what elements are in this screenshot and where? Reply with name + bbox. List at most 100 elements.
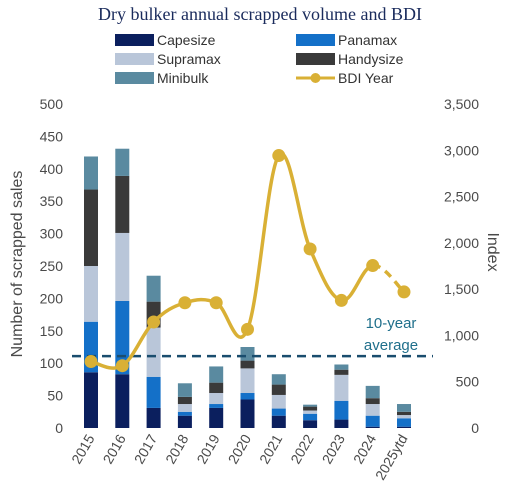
bdi-line-solid <box>89 152 375 370</box>
bar-panamax-2023 <box>334 400 349 420</box>
bdi-point-2016 <box>115 359 129 373</box>
legend-label-bdi: BDI Year <box>338 70 394 86</box>
y2-tick-label: 500 <box>456 374 480 390</box>
bars <box>84 148 411 428</box>
bar-handysize-2021 <box>271 384 286 395</box>
bar-minibulk-2017 <box>146 275 161 302</box>
bar-handysize-2023 <box>334 369 349 375</box>
bar-panamax-2021 <box>271 408 286 416</box>
bar-handysize-2020 <box>240 360 255 369</box>
bar-panamax-2017 <box>146 376 161 408</box>
bar-panamax-2018 <box>177 411 192 416</box>
y2-tick-label: 3,000 <box>444 142 479 158</box>
bdi-line <box>84 149 411 373</box>
bar-capesize-2015 <box>84 372 98 428</box>
bar-minibulk-2023 <box>334 364 349 370</box>
legend-label-handysize: Handysize <box>338 51 404 67</box>
bar-handysize-2018 <box>177 396 192 405</box>
y2-tick-label: 1,000 <box>444 327 479 343</box>
bdi-point-2018 <box>178 296 192 310</box>
legend-marker-bdi <box>310 73 321 83</box>
x-tick-label: 2016 <box>99 431 129 466</box>
y2-tick-label: 0 <box>471 420 479 436</box>
bar-capesize-2018 <box>177 415 192 428</box>
bar-supramax-2023 <box>334 374 349 401</box>
bdi-point-2024 <box>366 259 380 273</box>
bar-capesize-2022 <box>303 420 318 428</box>
y-tick-label: 0 <box>55 420 63 436</box>
bar-panamax-2022 <box>303 413 318 421</box>
legend-label-panamax: Panamax <box>338 32 397 48</box>
x-tick-label: 2020 <box>225 431 255 466</box>
legend-label-minibulk: Minibulk <box>157 70 209 86</box>
bar-supramax-2025ytd <box>397 415 411 419</box>
bar-capesize-2017 <box>146 407 161 428</box>
y2-tick-label: 2,000 <box>444 235 479 251</box>
legend-swatch-panamax <box>296 34 335 46</box>
legend-swatch-capesize <box>115 34 154 46</box>
bar-capesize-2024 <box>365 426 380 428</box>
y-tick-label: 50 <box>47 388 63 404</box>
bar-handysize-2016 <box>115 175 130 233</box>
x-tick-label: 2017 <box>131 431 161 466</box>
bdi-point-2020 <box>241 322 254 336</box>
bdi-point-2021 <box>272 149 286 163</box>
bar-capesize-2021 <box>271 415 286 428</box>
y-tick-label: 200 <box>40 290 64 306</box>
bar-panamax-2024 <box>365 415 380 427</box>
bdi-point-2017 <box>147 315 161 329</box>
y-axis-label: Number of scrapped sales <box>9 171 26 358</box>
reference-label-line2: average <box>364 337 418 354</box>
bar-panamax-2025ytd <box>397 418 411 427</box>
legend-swatch-minibulk <box>115 72 154 84</box>
bar-handysize-2022 <box>303 406 318 411</box>
y2-tick-label: 1,500 <box>444 281 479 297</box>
bar-minibulk-2016 <box>115 148 130 176</box>
bar-supramax-2018 <box>177 404 192 412</box>
x-tick-label: 2015 <box>68 431 98 466</box>
bar-supramax-2022 <box>303 410 318 414</box>
bar-supramax-2021 <box>271 394 286 409</box>
bar-panamax-2020 <box>240 393 255 400</box>
bar-supramax-2024 <box>365 404 380 416</box>
bar-minibulk-2015 <box>84 156 98 190</box>
legend-label-supramax: Supramax <box>157 51 221 67</box>
x-tick-label: 2024 <box>350 431 380 466</box>
bar-handysize-2019 <box>209 382 224 394</box>
bar-minibulk-2021 <box>271 374 286 385</box>
bar-minibulk-2018 <box>177 383 192 397</box>
y-tick-label: 250 <box>40 258 64 274</box>
bar-capesize-2023 <box>334 419 349 428</box>
y-tick-label: 350 <box>40 193 64 209</box>
bar-supramax-2015 <box>84 266 98 322</box>
x-tick-label: 2022 <box>287 431 317 466</box>
y-tick-label: 300 <box>40 226 64 242</box>
legend-swatch-handysize <box>296 53 335 65</box>
bar-minibulk-2022 <box>303 404 318 407</box>
bar-supramax-2019 <box>209 393 224 405</box>
x-tick-label: 2018 <box>162 431 192 466</box>
bar-minibulk-2020 <box>240 347 255 361</box>
bdi-point-2025ytd <box>397 285 411 299</box>
bar-minibulk-2025ytd <box>397 404 411 412</box>
x-tick-label: 2021 <box>256 431 286 466</box>
legend-label-capesize: Capesize <box>157 32 216 48</box>
bar-supramax-2020 <box>240 368 255 394</box>
bar-supramax-2017 <box>146 327 161 377</box>
y2-tick-label: 2,500 <box>444 189 479 205</box>
bar-minibulk-2024 <box>365 385 380 399</box>
y2-tick-label: 3,500 <box>444 96 479 112</box>
y2-axis-label: Index <box>484 232 501 271</box>
tick-labels: 0 50 100 150 200 250 300 350 400 450 500 0 500 1,000 1… <box>40 96 480 483</box>
y-tick-label: 400 <box>40 161 64 177</box>
bar-supramax-2016 <box>115 232 130 301</box>
bar-capesize-2016 <box>115 374 130 428</box>
bar-panamax-2019 <box>209 404 224 408</box>
y-tick-label: 150 <box>40 323 64 339</box>
legend-swatch-supramax <box>115 53 154 65</box>
bar-handysize-2025ytd <box>397 411 411 416</box>
bdi-point-2022 <box>303 242 317 256</box>
bdi-point-2019 <box>209 296 223 310</box>
bdi-point-2023 <box>334 293 348 307</box>
